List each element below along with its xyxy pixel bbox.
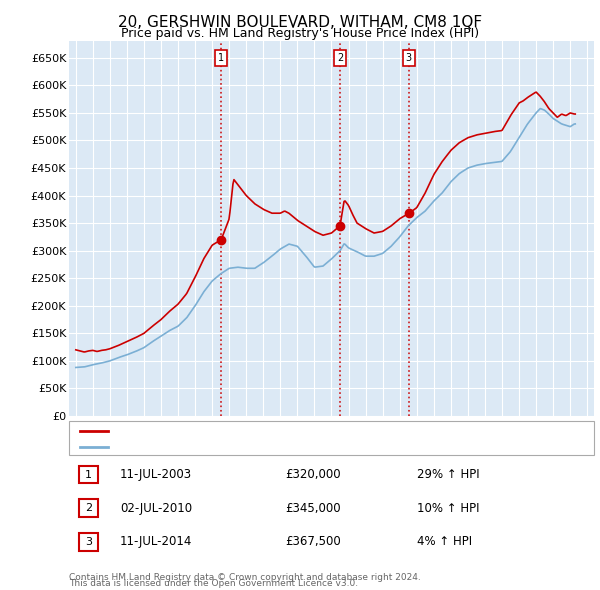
Text: This data is licensed under the Open Government Licence v3.0.: This data is licensed under the Open Gov…: [69, 579, 358, 588]
Text: 4% ↑ HPI: 4% ↑ HPI: [417, 535, 472, 548]
Text: 11-JUL-2003: 11-JUL-2003: [120, 468, 192, 481]
Text: Contains HM Land Registry data © Crown copyright and database right 2024.: Contains HM Land Registry data © Crown c…: [69, 573, 421, 582]
Text: £367,500: £367,500: [285, 535, 341, 548]
Text: 20, GERSHWIN BOULEVARD, WITHAM, CM8 1QF: 20, GERSHWIN BOULEVARD, WITHAM, CM8 1QF: [118, 15, 482, 30]
Text: 11-JUL-2014: 11-JUL-2014: [120, 535, 193, 548]
Text: 2: 2: [85, 503, 92, 513]
Text: 29% ↑ HPI: 29% ↑ HPI: [417, 468, 479, 481]
Text: 20, GERSHWIN BOULEVARD, WITHAM, CM8 1QF (detached house): 20, GERSHWIN BOULEVARD, WITHAM, CM8 1QF …: [115, 426, 457, 436]
Text: 02-JUL-2010: 02-JUL-2010: [120, 502, 192, 514]
Text: 3: 3: [85, 537, 92, 547]
Text: £345,000: £345,000: [285, 502, 341, 514]
Text: 10% ↑ HPI: 10% ↑ HPI: [417, 502, 479, 514]
Text: £320,000: £320,000: [285, 468, 341, 481]
Text: 2: 2: [337, 53, 343, 63]
Text: 3: 3: [406, 53, 412, 63]
Text: 1: 1: [85, 470, 92, 480]
Text: Price paid vs. HM Land Registry's House Price Index (HPI): Price paid vs. HM Land Registry's House …: [121, 27, 479, 40]
Text: 1: 1: [218, 53, 224, 63]
Text: HPI: Average price, detached house, Braintree: HPI: Average price, detached house, Brai…: [115, 442, 356, 452]
